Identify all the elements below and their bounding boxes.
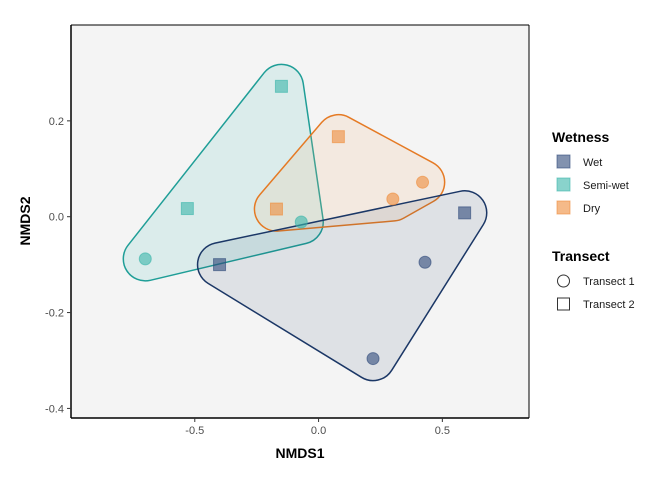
- x-ticks: -0.5 0.0 0.5: [185, 418, 450, 437]
- legend-label-wet: Wet: [583, 157, 602, 169]
- y-tick-label: 0.0: [49, 212, 64, 224]
- legend-swatch-wet: [556, 154, 571, 169]
- y-tick-label: -0.2: [45, 308, 64, 320]
- point-square-semi-wet: [180, 202, 194, 216]
- legend-square-icon: [557, 297, 570, 311]
- point-layer: [138, 79, 472, 366]
- y-tick-label: -0.4: [45, 403, 64, 415]
- hull-wet: [196, 190, 488, 382]
- point-circle-wet: [418, 255, 432, 269]
- y-ticks: 0.2 0.0 -0.2 -0.4: [45, 116, 71, 415]
- point-square-semi-wet: [274, 79, 288, 93]
- point-circle-semi-wet: [138, 252, 152, 266]
- point-circle-dry: [416, 175, 430, 189]
- point-circle-wet: [366, 352, 380, 366]
- y-axis-title: NMDS2: [17, 196, 33, 245]
- legend-label-semi-wet: Semi-wet: [583, 180, 629, 192]
- wetness-legend-title: Wetness: [552, 129, 610, 145]
- x-axis-title: NMDS1: [275, 445, 324, 461]
- point-square-dry: [331, 130, 345, 144]
- x-tick-label: 0.5: [435, 425, 450, 437]
- point-circle-dry: [386, 192, 400, 206]
- legend-label-transect-2: Transect 2: [583, 299, 635, 311]
- point-circle-semi-wet: [294, 215, 308, 229]
- point-square-wet: [213, 258, 227, 272]
- point-square-dry: [269, 202, 283, 216]
- transect-legend-title: Transect: [552, 248, 610, 264]
- legend-swatch-dry: [556, 200, 571, 215]
- legend-circle-icon: [557, 274, 570, 288]
- transect-legend: Transect Transect 1 Transect 2: [552, 248, 635, 311]
- x-tick-label: 0.0: [311, 425, 326, 437]
- wetness-legend: Wetness Wet Semi-wet Dry: [552, 129, 629, 215]
- hull-layer: [122, 63, 488, 382]
- point-square-wet: [458, 206, 472, 220]
- y-tick-label: 0.2: [49, 116, 64, 128]
- legend-label-dry: Dry: [583, 203, 601, 215]
- hull-semi-wet: [122, 63, 324, 282]
- legend-swatch-semi-wet: [556, 177, 571, 192]
- x-tick-label: -0.5: [185, 425, 204, 437]
- legend-label-transect-1: Transect 1: [583, 276, 635, 288]
